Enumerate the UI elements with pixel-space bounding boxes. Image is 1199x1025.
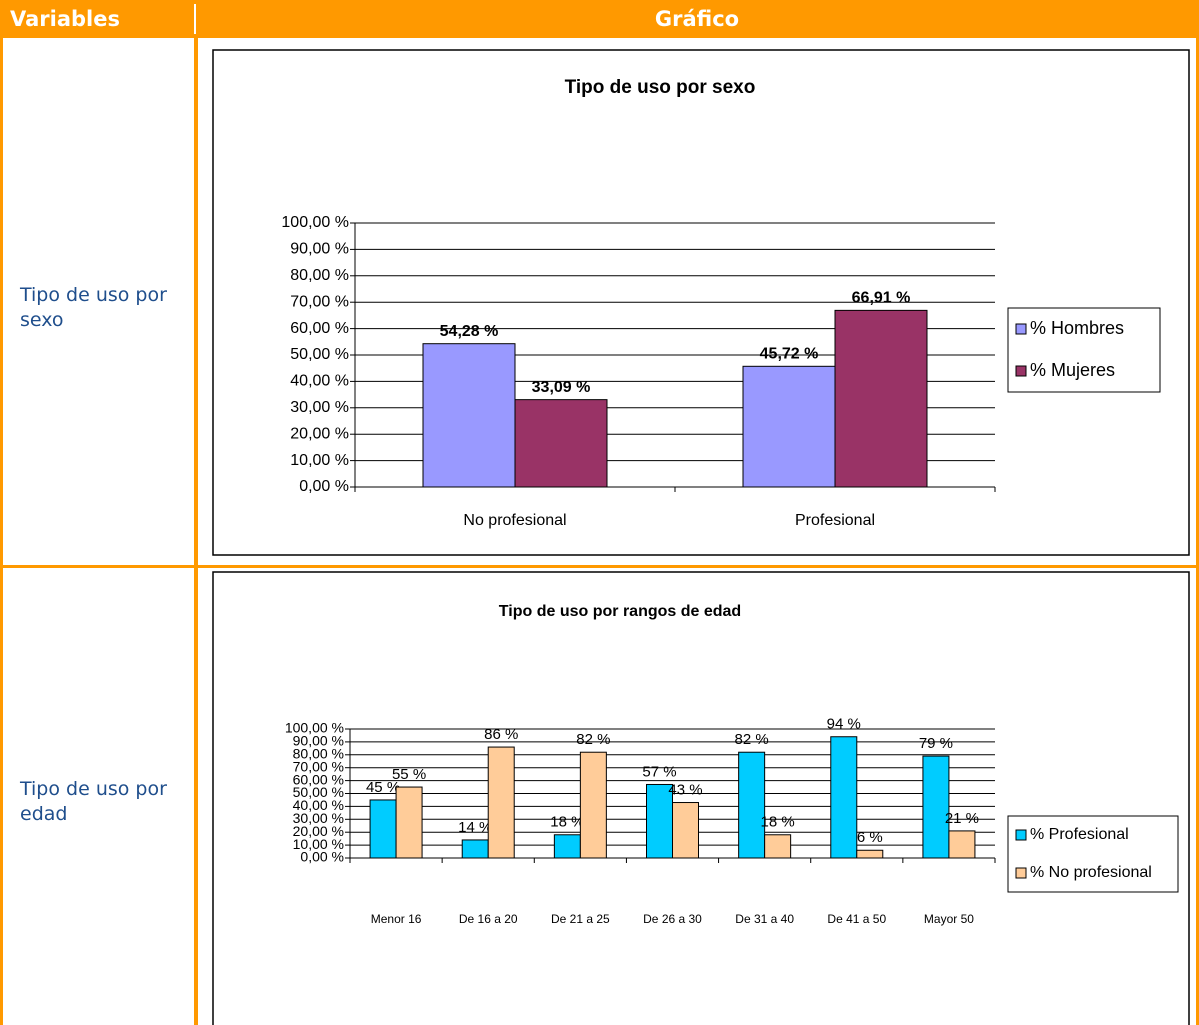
legend-label: % Hombres (1030, 318, 1124, 338)
header-variables: Variables (10, 7, 120, 31)
y-tick-label: 80,00 % (293, 746, 344, 762)
y-tick-label: 0,00 % (300, 849, 344, 865)
x-tick-label: Menor 16 (371, 912, 422, 926)
chart-title: Tipo de uso por rangos de edad (499, 603, 741, 620)
row-divider (0, 565, 1199, 568)
y-tick-label: 10,00 % (293, 836, 344, 852)
x-tick-label: De 16 a 20 (459, 912, 518, 926)
legend-swatch (1015, 829, 1027, 841)
data-label: 55 % (392, 766, 426, 783)
header-grafico: Gráfico (655, 7, 739, 31)
y-tick-label: 80,00 % (290, 267, 349, 284)
x-tick-label: Profesional (795, 512, 875, 529)
header-bar (0, 0, 1199, 38)
bar (948, 830, 976, 859)
legend-label: % No profesional (1030, 864, 1152, 881)
y-tick-label: 100,00 % (281, 214, 349, 231)
data-label: 21 % (945, 810, 979, 827)
row-label: Tipo de uso por edad (20, 778, 167, 825)
y-tick-label: 90,00 % (293, 733, 344, 749)
chart-frame (212, 571, 1190, 1025)
bar (922, 755, 950, 859)
data-label: 54,28 % (440, 323, 499, 340)
y-tick-label: 100,00 % (285, 720, 344, 736)
y-tick-label: 60,00 % (290, 320, 349, 337)
legend-swatch (1015, 323, 1027, 335)
bar (738, 751, 766, 859)
data-label: 86 % (484, 726, 518, 743)
bar (487, 746, 515, 859)
border-mid (194, 38, 198, 1025)
x-tick-label: De 41 a 50 (827, 912, 886, 926)
bar (742, 365, 836, 488)
x-tick-label: Mayor 50 (924, 912, 974, 926)
y-tick-label: 40,00 % (290, 373, 349, 390)
chart-title: Tipo de uso por sexo (565, 77, 756, 98)
y-tick-label: 90,00 % (290, 241, 349, 258)
legend-box (1007, 307, 1161, 393)
bar (514, 399, 608, 488)
y-tick-label: 30,00 % (293, 810, 344, 826)
bar (369, 799, 397, 859)
y-tick-label: 50,00 % (290, 346, 349, 363)
bar (764, 834, 792, 859)
y-tick-label: 50,00 % (293, 784, 344, 800)
data-label: 6 % (857, 829, 883, 846)
row-label: Tipo de uso por sexo (20, 284, 167, 331)
data-label: 79 % (919, 735, 953, 752)
data-label: 82 % (735, 731, 769, 748)
legend-label: % Mujeres (1030, 360, 1115, 380)
x-tick-label: De 31 a 40 (735, 912, 794, 926)
header-divider (194, 4, 196, 34)
y-tick-label: 10,00 % (290, 452, 349, 469)
legend-swatch (1015, 867, 1027, 879)
y-tick-label: 70,00 % (293, 758, 344, 774)
bar (579, 751, 607, 859)
data-label: 45 % (366, 779, 400, 796)
data-label: 33,09 % (532, 379, 591, 396)
y-tick-label: 60,00 % (293, 771, 344, 787)
y-tick-label: 70,00 % (290, 293, 349, 310)
bar (834, 309, 928, 488)
bar (422, 343, 516, 488)
y-tick-label: 30,00 % (290, 399, 349, 416)
y-tick-label: 20,00 % (290, 425, 349, 442)
y-tick-label: 20,00 % (293, 823, 344, 839)
bar (395, 786, 423, 859)
border-left (0, 38, 3, 1025)
data-label: 18 % (761, 814, 795, 831)
data-label: 43 % (668, 781, 702, 798)
bar (461, 839, 489, 859)
bar (830, 736, 858, 859)
x-tick-label: De 21 a 25 (551, 912, 610, 926)
data-label: 57 % (642, 763, 676, 780)
x-tick-label: De 26 a 30 (643, 912, 702, 926)
legend-label: % Profesional (1030, 826, 1129, 843)
data-label: 82 % (576, 731, 610, 748)
data-label: 14 % (458, 819, 492, 836)
y-tick-label: 40,00 % (293, 797, 344, 813)
legend-box (1007, 815, 1179, 893)
data-label: 18 % (550, 814, 584, 831)
bar (856, 849, 884, 859)
data-label: 94 % (827, 716, 861, 733)
data-label: 45,72 % (760, 346, 819, 363)
x-tick-label: No profesional (463, 512, 566, 529)
legend-swatch (1015, 365, 1027, 377)
data-label: 66,91 % (852, 290, 911, 307)
border-right (1196, 38, 1199, 1025)
y-tick-label: 0,00 % (299, 478, 349, 495)
bar (672, 802, 699, 859)
bar (553, 834, 581, 859)
